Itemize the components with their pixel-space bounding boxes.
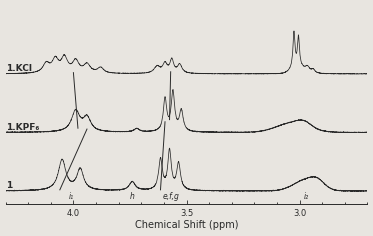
- Text: h: h: [130, 192, 135, 201]
- Text: 1.KPF₆: 1.KPF₆: [6, 122, 39, 131]
- Text: 1: 1: [6, 181, 12, 190]
- Text: e,f,g: e,f,g: [162, 192, 179, 201]
- Text: 1.KCl: 1.KCl: [6, 64, 32, 73]
- X-axis label: Chemical Shift (ppm): Chemical Shift (ppm): [135, 220, 238, 230]
- Text: i₁: i₁: [69, 192, 74, 201]
- Text: i₂: i₂: [304, 192, 309, 201]
